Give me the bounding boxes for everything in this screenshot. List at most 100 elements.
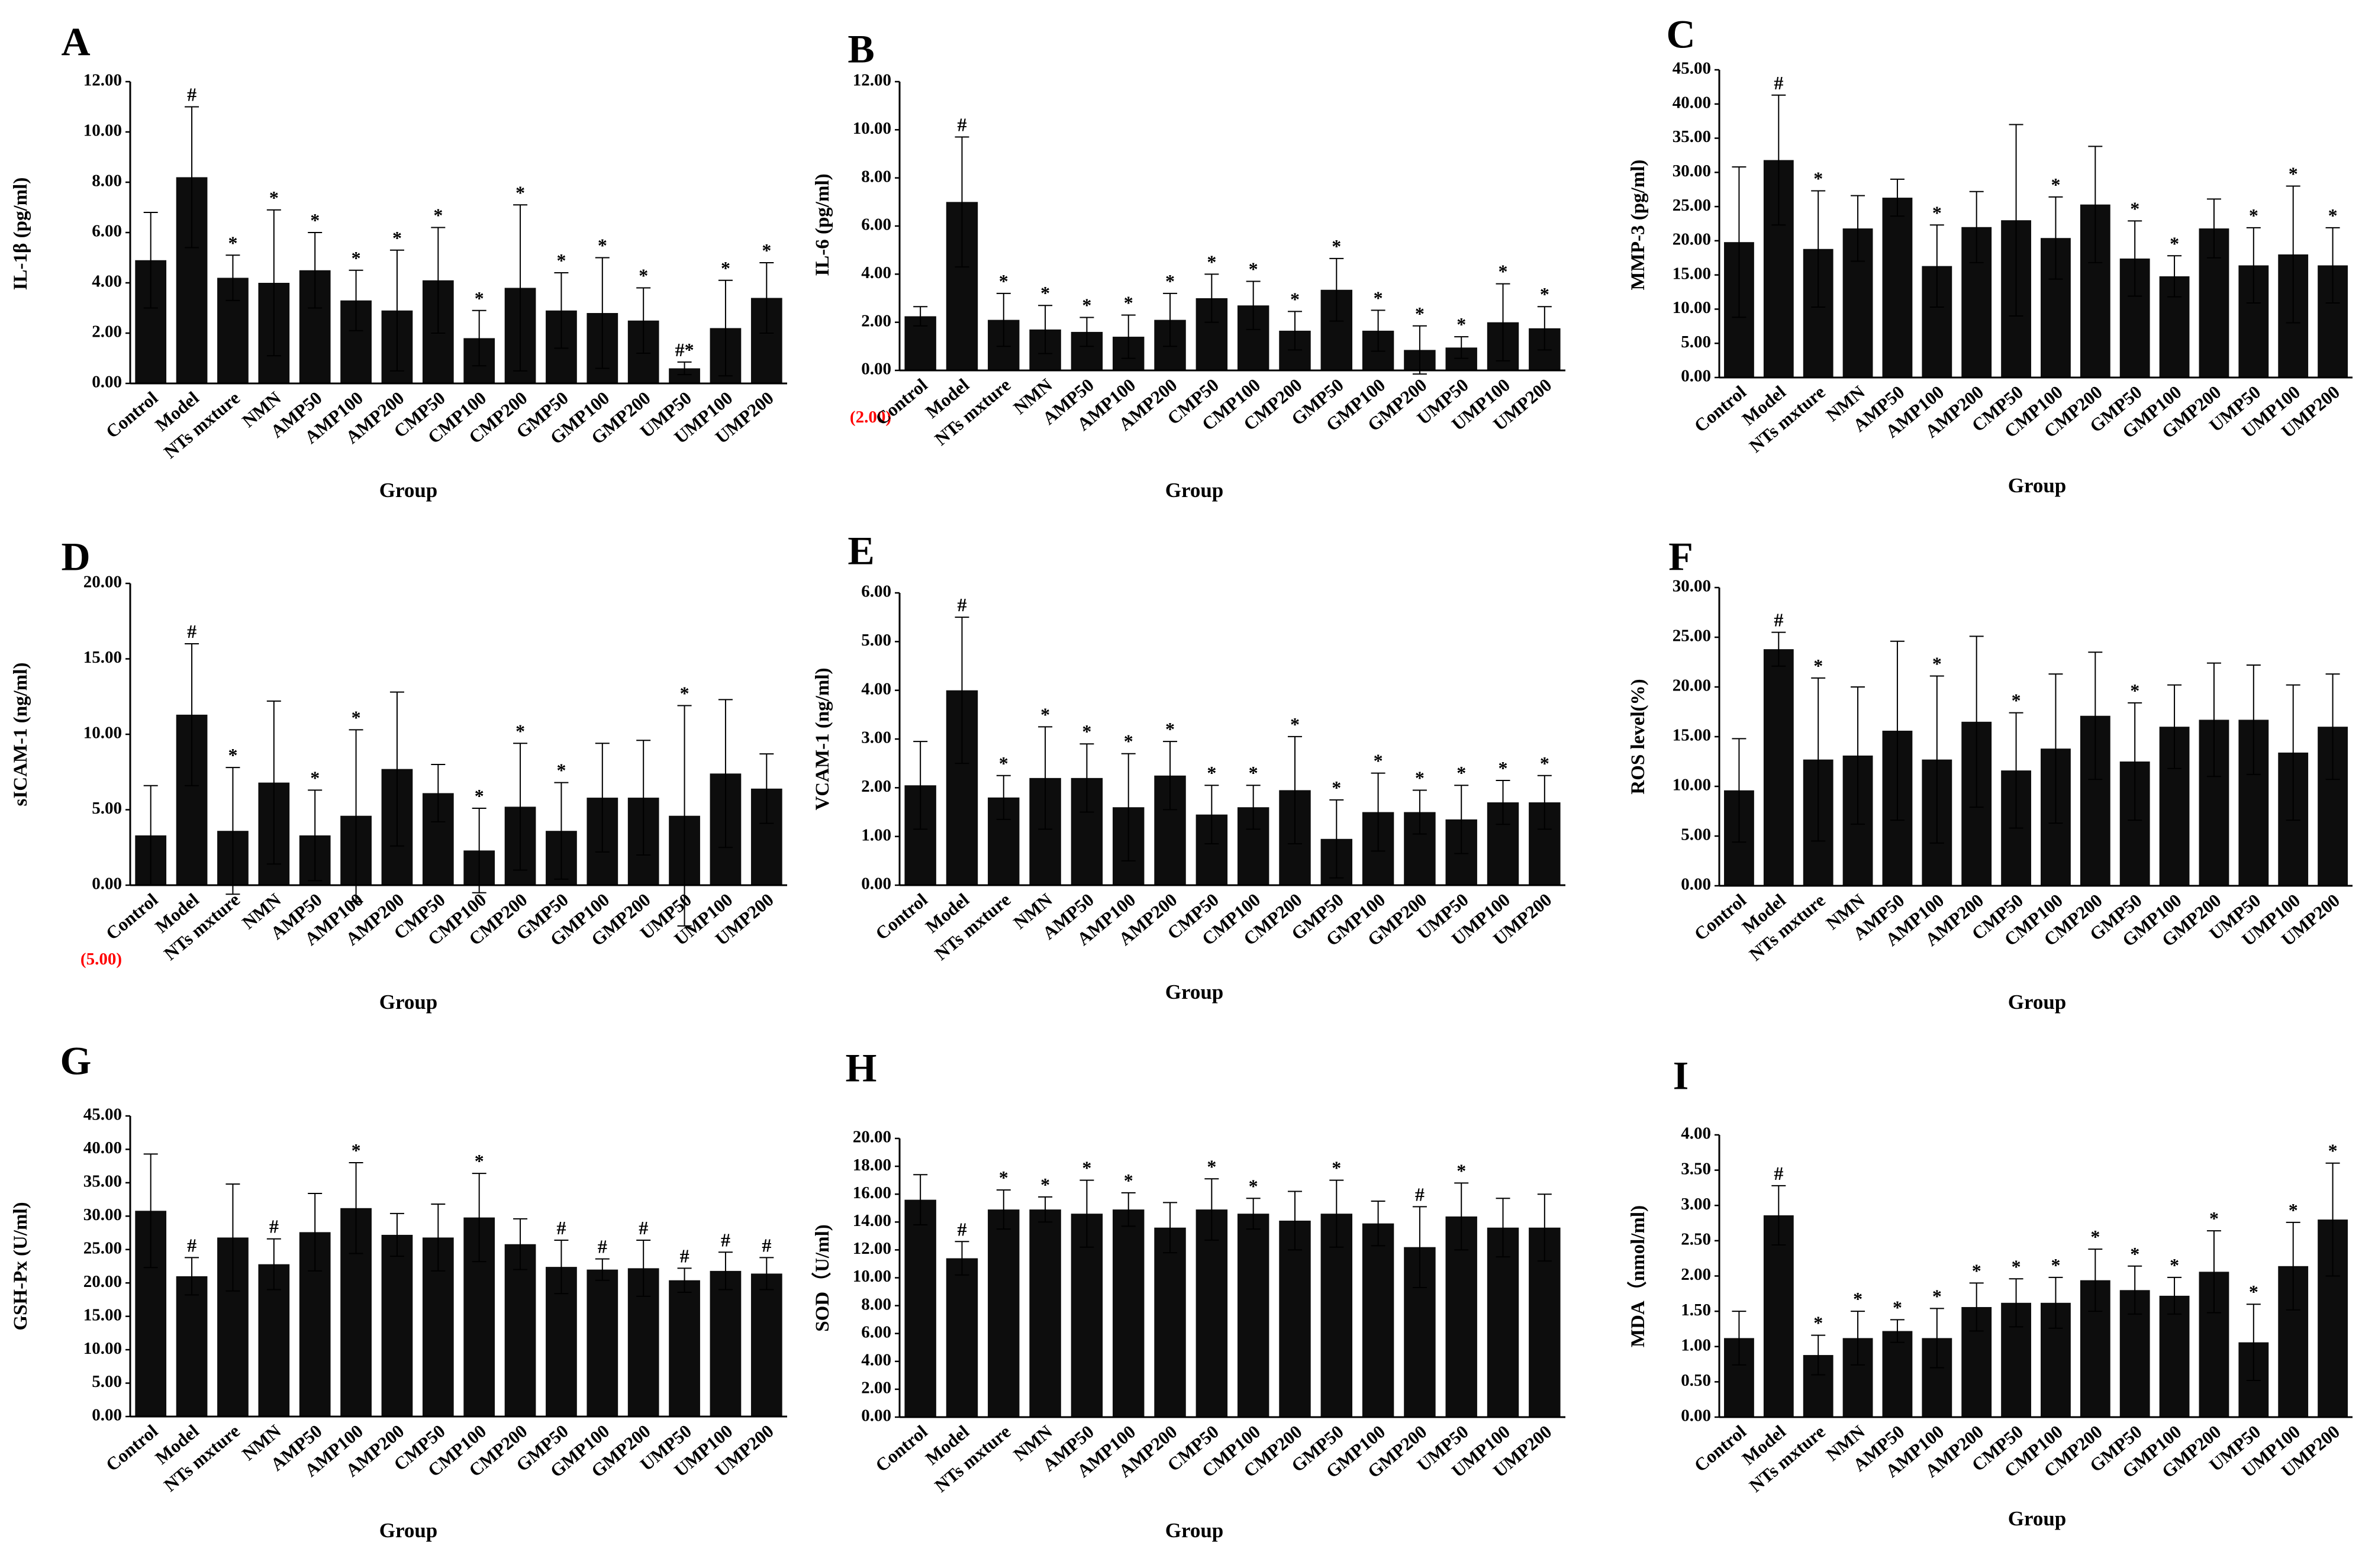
y-tick-label: 4.00	[92, 272, 122, 291]
significance-mark: *	[310, 767, 320, 788]
significance-mark: *	[1932, 202, 1942, 223]
significance-mark: *	[999, 1167, 1008, 1188]
y-tick-label: 30.00	[1673, 162, 1711, 180]
y-tick-label: 5.00	[1681, 825, 1711, 844]
panel-b: B 0.00 2.00 4.00 6.00 8.00 10.00 12.00 (2.00)Con…	[812, 27, 1565, 502]
y-tick-label: 0.00	[92, 875, 122, 893]
significance-mark: *	[2249, 1281, 2258, 1302]
significance-mark: *	[2328, 1140, 2338, 1162]
significance-mark: *	[1249, 1175, 1258, 1196]
significance-mark: *	[556, 250, 566, 271]
significance-mark: *	[1165, 270, 1175, 292]
y-tick-label: 5.00	[92, 799, 122, 818]
significance-mark: *	[269, 187, 279, 208]
y-tick-label: 45.00	[1673, 59, 1711, 78]
significance-mark: *	[515, 182, 525, 203]
y-tick-label: 8.00	[861, 167, 891, 186]
y-tick-label: 1.50	[1681, 1301, 1711, 1319]
significance-mark: *	[2051, 174, 2060, 195]
panel-e: E0.001.002.003.004.005.006.00Control#Mod…	[812, 528, 1565, 1004]
significance-mark: *	[1853, 1288, 1862, 1309]
significance-mark: *	[352, 1140, 361, 1161]
significance-mark: *	[352, 247, 361, 269]
y-tick-label: 3.00	[1681, 1195, 1711, 1214]
significance-mark: *	[999, 270, 1008, 292]
bar-cmp100	[1237, 1214, 1269, 1417]
x-axis-title: Group	[1165, 1519, 1224, 1542]
y-tick-label: 15.00	[1673, 726, 1711, 745]
y-tick-label: 35.00	[83, 1172, 122, 1191]
bar-amp100	[1113, 1209, 1145, 1417]
significance-mark: *	[1456, 1160, 1466, 1181]
significance-mark: *	[2289, 1199, 2298, 1221]
bar-amp50	[1882, 1331, 1913, 1417]
y-tick-label: 6.00	[861, 215, 891, 234]
significance-mark: *	[2130, 198, 2139, 219]
y-tick-label: 2.00	[861, 777, 891, 796]
bar-cmp200	[1279, 1220, 1311, 1417]
y-tick-label: 30.00	[83, 1205, 122, 1224]
x-tick-label: Control	[102, 889, 162, 944]
y-tick-label: 0.00	[1681, 367, 1711, 386]
y-axis-title: MMP-3 (pg/ml)	[1628, 160, 1649, 291]
significance-mark: *	[1374, 750, 1383, 772]
significance-mark: #	[1774, 72, 1783, 93]
y-tick-label: 30.00	[1673, 577, 1711, 596]
significance-mark: *	[2170, 233, 2179, 254]
significance-mark: *	[1207, 251, 1216, 272]
panel-a: A0.002.004.006.008.0010.0012.00Control#M…	[10, 20, 787, 502]
bar-control	[904, 1199, 936, 1417]
significance-mark: *	[475, 785, 484, 806]
y-tick-label: 16.00	[853, 1183, 891, 1202]
bar-gmp100	[1362, 1223, 1394, 1417]
significance-mark: *	[1290, 288, 1300, 309]
y-tick-label: 35.00	[1673, 127, 1711, 146]
significance-mark: *	[1415, 767, 1425, 788]
y-tick-label: 40.00	[1673, 93, 1711, 112]
y-tick-label: 5.00	[861, 631, 891, 650]
significance-mark: *	[1082, 1157, 1091, 1179]
significance-mark: #*	[675, 339, 694, 360]
panel-f: F 0.00 5.00 10.00 15.00 20.00 25.00 30.00 Contro…	[1628, 534, 2353, 1014]
y-tick-label: 2.00	[1681, 1265, 1711, 1284]
significance-mark: *	[1040, 282, 1050, 304]
bar-gmp100	[2159, 1295, 2190, 1417]
y-tick-label: 0.00	[92, 373, 122, 392]
x-tick-label: Control	[102, 1420, 162, 1475]
significance-mark: *	[1932, 1285, 1942, 1306]
significance-mark: *	[228, 232, 237, 253]
significance-mark: *	[1040, 1174, 1050, 1195]
significance-mark: *	[1290, 714, 1300, 735]
bar-cmp200	[504, 1244, 536, 1417]
bar-model	[176, 1276, 208, 1417]
y-tick-label: 5.00	[92, 1372, 122, 1391]
y-tick-label: 6.00	[861, 1322, 891, 1341]
y-tick-label: 1.00	[861, 825, 891, 844]
panel-i: I 0.00 0.50 1.00 1.50 2.00 2.50 3.00 3.50 4.00 Con…	[1627, 1053, 2353, 1530]
y-tick-label: 15.00	[83, 1305, 122, 1324]
significance-mark: #	[957, 594, 966, 615]
x-tick-label: Control	[1690, 889, 1751, 944]
significance-mark: *	[1813, 655, 1823, 676]
panel-letter: I	[1673, 1053, 1688, 1098]
significance-mark: *	[1374, 287, 1383, 308]
bar-ump100	[710, 1270, 742, 1417]
bar-model	[1763, 1215, 1794, 1417]
significance-mark: #	[598, 1236, 607, 1257]
significance-mark: *	[2090, 1226, 2100, 1247]
significance-mark: *	[1813, 1312, 1823, 1334]
significance-mark: *	[475, 1150, 484, 1172]
panel-letter: F	[1668, 534, 1693, 579]
x-tick-label: Control	[871, 374, 932, 429]
significance-mark: *	[721, 257, 730, 279]
bar-nmn	[1029, 1209, 1061, 1417]
y-tick-label: 5.00	[1681, 333, 1711, 351]
significance-mark: *	[2289, 163, 2298, 184]
bar-cmp50	[1195, 1209, 1228, 1417]
y-tick-label: 12.00	[83, 71, 122, 90]
bar-ump100	[1487, 1227, 1519, 1417]
y-tick-label: 18.00	[853, 1156, 891, 1175]
y-tick-label: 4.00	[861, 679, 891, 698]
significance-mark: *	[392, 227, 402, 249]
panel-letter: H	[846, 1046, 877, 1090]
